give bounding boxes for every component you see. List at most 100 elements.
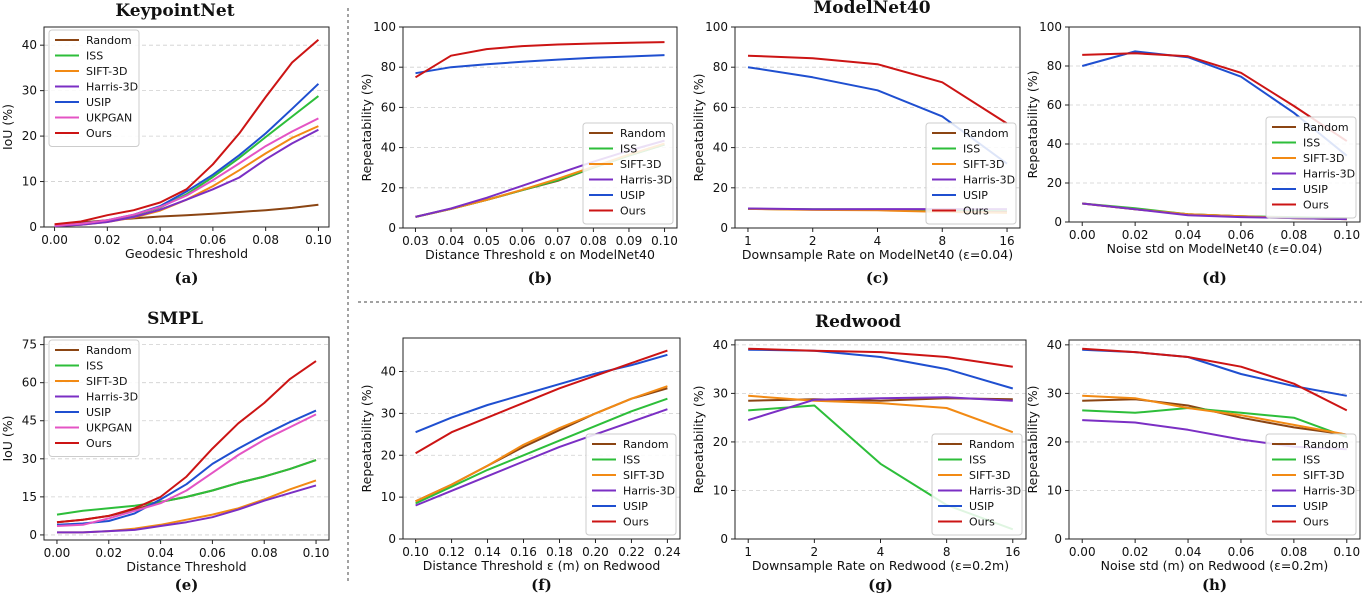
x-tick-label: 8 bbox=[938, 234, 946, 248]
legend-entry: USIP bbox=[86, 96, 111, 109]
legend-entry: USIP bbox=[1303, 183, 1328, 196]
y-tick-label: 40 bbox=[1047, 338, 1062, 352]
y-tick-label: 100 bbox=[373, 20, 396, 34]
x-tick-label: 0.00 bbox=[44, 546, 71, 560]
y-tick-label: 10 bbox=[381, 490, 396, 504]
legend-entry: Harris-3D bbox=[86, 391, 138, 404]
x-tick-label: 0.08 bbox=[580, 234, 607, 248]
y-tick-label: 20 bbox=[381, 448, 396, 462]
x-tick-label: 0.03 bbox=[402, 234, 429, 248]
y-tick-label: 0 bbox=[720, 221, 728, 235]
y-tick-label: 40 bbox=[381, 365, 396, 379]
x-tick-label: 0.06 bbox=[199, 546, 226, 560]
series-line-ours bbox=[1082, 347, 1348, 412]
y-axis-label: Repeatability (%) bbox=[1025, 386, 1040, 494]
y-tick-label: 40 bbox=[1047, 137, 1062, 151]
x-tick-label: 0.04 bbox=[1175, 545, 1202, 559]
legend: Random ISS SIFT-3D Harris-3D USIP Ours bbox=[1265, 433, 1357, 536]
x-tick-label: 0.00 bbox=[41, 233, 68, 247]
y-axis-label: IoU (%) bbox=[0, 415, 15, 461]
x-tick-label: 0.00 bbox=[1069, 228, 1096, 242]
x-tick-label: 0.16 bbox=[510, 545, 537, 559]
series-line-harris-3d bbox=[57, 484, 317, 534]
y-tick-label: 100 bbox=[1039, 20, 1062, 34]
legend: Random ISS SIFT-3D Harris-3D USIP UKPGAN Ours bbox=[48, 339, 140, 457]
legend: Random ISS SIFT-3D Harris-3D USIP Ours bbox=[925, 122, 1017, 225]
y-tick-label: 30 bbox=[22, 452, 37, 466]
legend-entry: ISS bbox=[623, 454, 640, 467]
y-tick-label: 30 bbox=[22, 84, 37, 98]
legend: Random ISS SIFT-3D Harris-3D USIP Ours bbox=[1265, 116, 1357, 219]
series-line-ours bbox=[748, 347, 1013, 368]
y-tick-label: 0 bbox=[720, 532, 728, 546]
legend-entry: SIFT-3D bbox=[1303, 152, 1345, 165]
section-title-smpl: SMPL bbox=[147, 309, 203, 329]
legend-entry: Harris-3D bbox=[963, 174, 1015, 187]
series-line-harris-3d bbox=[54, 128, 319, 228]
series-line-sift-3d bbox=[415, 385, 668, 503]
y-axis-label: IoU (%) bbox=[0, 104, 15, 150]
legend-entry: ISS bbox=[963, 143, 980, 156]
legend-entry: SIFT-3D bbox=[86, 65, 128, 78]
series-line-ours bbox=[414, 41, 665, 79]
legend-entry: SIFT-3D bbox=[620, 158, 662, 171]
legend-entry: Random bbox=[1303, 121, 1349, 134]
y-tick-label: 0 bbox=[1054, 215, 1062, 229]
x-tick-label: 0.10 bbox=[1333, 228, 1360, 242]
legend-entry: Harris-3D bbox=[620, 174, 672, 187]
x-tick-label: 0.06 bbox=[1228, 228, 1255, 242]
chart-b: 0 20 40 60 80 100 0.03 0.04 0.05 0.06 0.07 0.08 0.09… bbox=[359, 20, 678, 287]
series-line-ours bbox=[56, 360, 317, 524]
chart-f: 0 10 20 30 40 0.10 0.12 0.14 0.16 0.18 0.20 0.22 0.2… bbox=[359, 337, 681, 594]
x-tick-label: 0.08 bbox=[1281, 228, 1308, 242]
x-tick-label: 16 bbox=[999, 234, 1014, 248]
chart-caption: (a) bbox=[175, 269, 199, 287]
chart-d: 0 20 40 60 80 100 0.00 0.02 0.04 0.06 0.08 0.10 Nois… bbox=[1025, 20, 1361, 287]
legend-entry: USIP bbox=[963, 189, 988, 202]
legend-entry: Random bbox=[969, 438, 1015, 451]
x-tick-label: 0.06 bbox=[200, 233, 227, 247]
legend: Random ISS SIFT-3D Harris-3D USIP Ours bbox=[582, 122, 674, 225]
y-tick-label: 60 bbox=[22, 376, 37, 390]
y-tick-label: 75 bbox=[22, 338, 37, 352]
legend-entry: ISS bbox=[86, 360, 103, 373]
y-tick-label: 40 bbox=[22, 38, 37, 52]
x-tick-label: 2 bbox=[809, 234, 817, 248]
x-tick-label: 0.05 bbox=[473, 234, 500, 248]
y-tick-label: 20 bbox=[713, 435, 728, 449]
x-tick-label: 0.08 bbox=[1281, 545, 1308, 559]
legend-entry: USIP bbox=[1303, 500, 1328, 513]
x-tick-label: 0.02 bbox=[1122, 228, 1149, 242]
x-tick-label: 1 bbox=[744, 545, 752, 559]
legend-entry: SIFT-3D bbox=[623, 469, 665, 482]
legend-entry: USIP bbox=[620, 189, 645, 202]
y-tick-label: 20 bbox=[381, 181, 396, 195]
series-line-ukpgan bbox=[56, 413, 317, 527]
series-line-random bbox=[1082, 398, 1347, 436]
x-tick-label: 0.10 bbox=[305, 233, 332, 247]
x-axis-label: Downsample Rate on Redwood (ε=0.2m) bbox=[752, 558, 1009, 573]
x-tick-label: 0.04 bbox=[1175, 228, 1202, 242]
legend-entry: USIP bbox=[623, 500, 648, 513]
y-tick-label: 40 bbox=[713, 338, 728, 352]
legend-entry: Harris-3D bbox=[1303, 168, 1355, 181]
x-axis-label: Noise std on ModelNet40 (ε=0.04) bbox=[1107, 241, 1323, 256]
legend-entry: Random bbox=[963, 127, 1009, 140]
legend-entry: Ours bbox=[969, 516, 995, 529]
series-line-sift-3d bbox=[748, 394, 1014, 434]
legend-entry: Harris-3D bbox=[623, 485, 675, 498]
x-axis-label: Distance Threshold bbox=[126, 559, 246, 574]
y-tick-label: 80 bbox=[713, 60, 728, 74]
x-tick-label: 0.04 bbox=[147, 233, 174, 247]
series-line-usip bbox=[415, 353, 668, 434]
x-axis-label: Downsample Rate on ModelNet40 (ε=0.04) bbox=[742, 247, 1013, 262]
series-line-iss bbox=[1082, 407, 1348, 439]
x-tick-label: 4 bbox=[874, 234, 882, 248]
x-tick-label: 0.04 bbox=[147, 546, 174, 560]
x-tick-label: 8 bbox=[943, 545, 951, 559]
series-line-iss bbox=[415, 397, 668, 505]
x-axis-label: Distance Threshold ε on ModelNet40 bbox=[425, 247, 655, 262]
legend-entry: Ours bbox=[86, 127, 112, 140]
